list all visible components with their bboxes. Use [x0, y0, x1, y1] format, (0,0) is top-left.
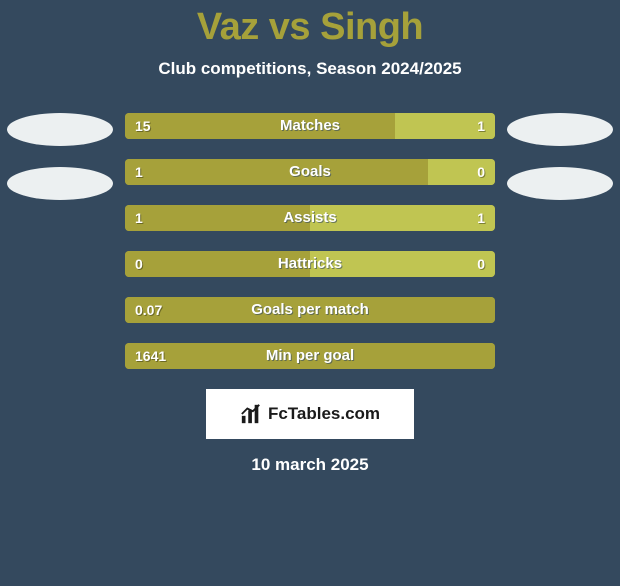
stat-row: 10Goals [125, 159, 495, 185]
stat-segment-left [125, 113, 395, 139]
stat-segment-left [125, 251, 310, 277]
date-label: 10 march 2025 [0, 455, 620, 475]
page-title: Vaz vs Singh [0, 6, 620, 49]
stat-bars: 151Matches 10Goals 11Assists 00Hattricks 0.0… [125, 113, 495, 369]
stat-segment-right [395, 113, 495, 139]
bar-chart-icon [240, 403, 262, 425]
stat-row: 11Assists [125, 205, 495, 231]
stat-segment-right [310, 251, 495, 277]
brand-box: FcTables.com [206, 389, 414, 439]
stat-row: 0.07Goals per match [125, 297, 495, 323]
stat-row: 00Hattricks [125, 251, 495, 277]
stat-segment-left [125, 297, 495, 323]
stat-segment-left [125, 343, 495, 369]
stat-row: 151Matches [125, 113, 495, 139]
stat-row: 1641Min per goal [125, 343, 495, 369]
stat-segment-left [125, 159, 428, 185]
brand-label: FcTables.com [268, 404, 380, 424]
subtitle: Club competitions, Season 2024/2025 [0, 59, 620, 79]
avatar-left-1 [7, 113, 113, 146]
stat-segment-left [125, 205, 310, 231]
avatar-left-2 [7, 167, 113, 200]
stat-segment-right [428, 159, 495, 185]
comparison-panel: 151Matches 10Goals 11Assists 00Hattricks 0.0… [0, 113, 620, 475]
avatar-right-1 [507, 113, 613, 146]
avatar-right-2 [507, 167, 613, 200]
stat-segment-right [310, 205, 495, 231]
